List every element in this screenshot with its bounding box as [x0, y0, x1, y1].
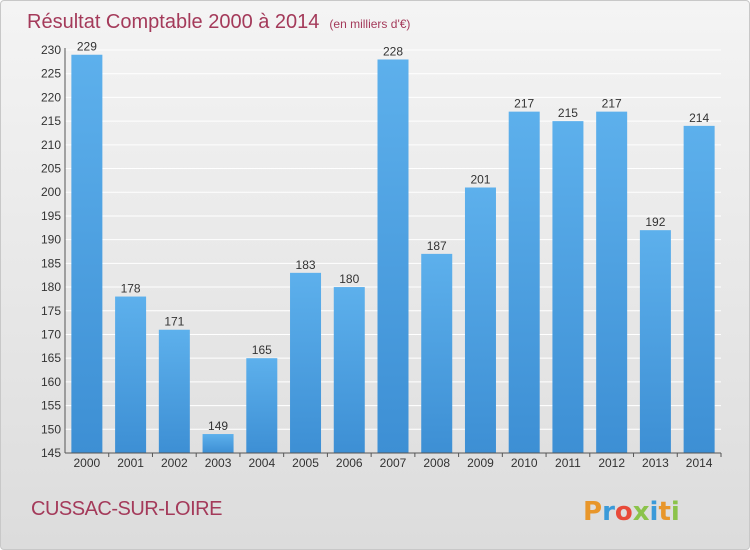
- x-tick-label: 2012: [598, 456, 625, 470]
- x-tick-label: 2007: [380, 456, 407, 470]
- logo-letter: i: [650, 497, 659, 527]
- value-label: 183: [296, 258, 316, 272]
- value-label: 187: [427, 239, 447, 253]
- chart-title: Résultat Comptable 2000 à 2014 (en millie…: [27, 11, 410, 33]
- bar: [508, 111, 540, 454]
- value-label: 217: [514, 97, 534, 111]
- bar: [202, 434, 234, 453]
- bar: [683, 125, 715, 453]
- y-tick-label: 150: [41, 422, 61, 436]
- y-tick-label: 230: [41, 43, 61, 57]
- bar: [158, 329, 190, 453]
- x-tick-label: 2000: [74, 456, 101, 470]
- x-tick-label: 2005: [292, 456, 319, 470]
- x-tick-label: 2006: [336, 456, 363, 470]
- x-tick-label: 2001: [117, 456, 144, 470]
- x-tick-label: 2011: [555, 456, 581, 470]
- y-tick-label: 175: [41, 304, 61, 318]
- logo-letter: i: [671, 497, 680, 527]
- value-label: 229: [77, 40, 97, 54]
- x-tick-label: 2004: [248, 456, 275, 470]
- y-tick-label: 205: [41, 162, 61, 176]
- chart-title-text: Résultat Comptable 2000 à 2014: [27, 11, 319, 33]
- bar: [464, 187, 496, 453]
- x-tick-label: 2009: [467, 456, 494, 470]
- x-tick-label: 2010: [511, 456, 538, 470]
- bars: [71, 54, 715, 454]
- value-label: 165: [252, 343, 272, 357]
- value-label: 171: [164, 315, 184, 329]
- value-label: 180: [339, 272, 359, 286]
- bar: [639, 230, 671, 453]
- logo-letter: P: [583, 497, 602, 527]
- x-tick-label: 2003: [205, 456, 232, 470]
- bar: [71, 54, 103, 453]
- y-tick-label: 170: [41, 327, 61, 341]
- value-label: 217: [602, 97, 622, 111]
- y-tick-label: 220: [41, 90, 61, 104]
- y-axis: 145 150 155 160 165 170 175 180 185 190 195 200 205 2…: [41, 43, 66, 460]
- logo-letter: r: [602, 497, 615, 527]
- y-tick-label: 145: [41, 446, 61, 460]
- chart-subtitle: (en milliers d'€): [329, 17, 410, 31]
- y-tick-label: 190: [41, 233, 61, 247]
- y-tick-label: 195: [41, 209, 61, 223]
- value-label: 201: [470, 172, 490, 186]
- commune-name: CUSSAC-SUR-LOIRE: [31, 498, 222, 520]
- y-tick-label: 225: [41, 67, 61, 81]
- bar: [333, 287, 365, 453]
- logo-letter: o: [615, 497, 633, 527]
- value-label: 192: [645, 215, 665, 229]
- bar: [115, 296, 147, 453]
- y-tick-label: 215: [41, 114, 61, 128]
- bar: [552, 121, 584, 453]
- value-labels: 229 178 171 149 165 183 180 228 187 201 217 215 217 1…: [77, 40, 710, 433]
- proxiti-logo-text: Proxiti: [583, 497, 680, 527]
- y-tick-label: 155: [41, 399, 61, 413]
- bar: [246, 358, 278, 453]
- value-label: 214: [689, 111, 709, 125]
- x-tick-label: 2014: [686, 456, 713, 470]
- y-tick-label: 185: [41, 256, 61, 270]
- proxiti-logo: Proxiti: [583, 497, 680, 527]
- logo-letter: x: [633, 497, 650, 527]
- value-label: 178: [121, 282, 141, 296]
- y-tick-label: 165: [41, 351, 61, 365]
- x-tick-label: 2008: [423, 456, 450, 470]
- value-label: 215: [558, 106, 578, 120]
- x-tick-label: 2002: [161, 456, 188, 470]
- y-tick-label: 200: [41, 185, 61, 199]
- value-label: 149: [208, 419, 228, 433]
- logo-letter: t: [658, 497, 670, 527]
- y-tick-label: 160: [41, 375, 61, 389]
- x-tick-label: 2013: [642, 456, 669, 470]
- y-tick-label: 180: [41, 280, 61, 294]
- bar: [596, 111, 628, 454]
- bar: [421, 253, 453, 453]
- bar: [377, 59, 409, 453]
- y-tick-label: 210: [41, 138, 61, 152]
- x-axis: 2000 2001 2002 2003 2004 2005 2006 2007 2008 2009…: [65, 452, 722, 470]
- value-label: 228: [383, 44, 403, 58]
- bar: [290, 272, 322, 453]
